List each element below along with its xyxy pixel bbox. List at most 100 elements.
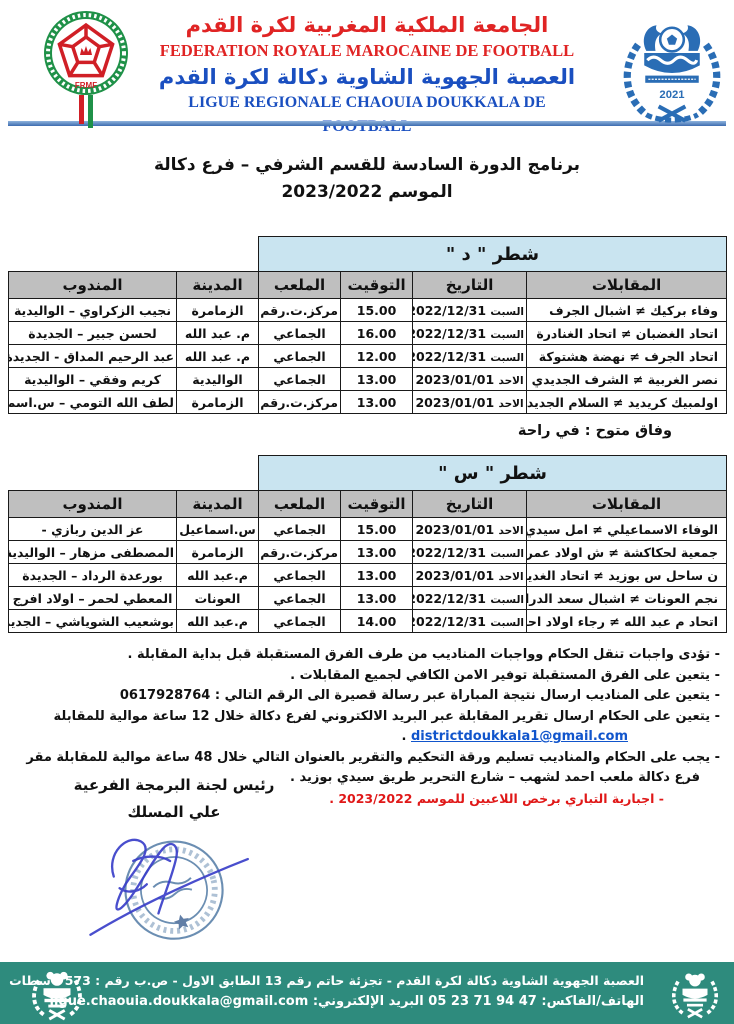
date-value: 2023/01/01 <box>415 394 495 410</box>
stadium-cell: الجماعي <box>257 367 342 391</box>
page-title-line2: الموسم 2023/2022 <box>281 182 453 202</box>
city-cell: م. عبد الله <box>176 321 259 345</box>
city-cell: م.عبد الله <box>176 563 259 587</box>
note-line: يتعين على المناديب ارسال نتيجة المباراة … <box>14 686 720 706</box>
match-cell: وفاء بركيك ≠ اشبال الجرف <box>526 298 728 322</box>
city-cell: م.عبد الله <box>176 609 259 633</box>
time-cell: 15.00 <box>340 298 414 322</box>
footer-address: العصبة الجهوية الشاوية دكالة لكرة القدم … <box>9 973 644 988</box>
group-s-band-row: شطر " س " <box>8 455 728 491</box>
day-name: السبت <box>490 351 525 364</box>
day-name: السبت <box>490 593 525 606</box>
stadium-cell: مركز.ت.رقم 4 <box>257 390 342 414</box>
delegate-cell: المصطفى مزهار – الواليدية <box>8 540 177 564</box>
federation-name-fr: FEDERATION ROYALE MAROCAINE DE FOOTBALL <box>159 41 575 60</box>
table-row: اتحاد م عبد الله ≠ رجاء اولاد احسين السب… <box>8 609 728 633</box>
delegate-cell: المعطي لحمر – اولاد افرج <box>8 586 177 610</box>
col-delegate: المندوب <box>8 271 177 299</box>
note-line-continuation: فرع دكالة ملعب احمد لشهب – شارع التحرير … <box>290 770 700 785</box>
footer-emblem-icon <box>32 971 82 1021</box>
table-row: نصر الغربية ≠ الشرف الجديدي الاحد 2023/0… <box>8 367 728 391</box>
match-cell: اولمبيك كريديد ≠ السلام الجديدي <box>526 390 728 414</box>
ligue-emblem-icon: 2021 <box>623 25 721 123</box>
col-stadium: الملعب <box>257 490 342 518</box>
date-cell: الاحد 2023/01/01 <box>412 517 528 541</box>
footer-email: ligue.chaouia.doukkala@gmail.com <box>49 994 309 1009</box>
group-s-table: شطر " س " المقابلات التاريخ التوقيت المل… <box>8 455 728 633</box>
page-footer: العصبة الجهوية الشاوية دكالة لكرة القدم … <box>0 962 734 1024</box>
table-row: نجم العونات ≠ اشبال سعد الدراع السبت 202… <box>8 586 728 610</box>
city-cell: العونات <box>176 586 259 610</box>
time-cell: 13.00 <box>340 540 414 564</box>
col-time: التوقيت <box>340 490 414 518</box>
crown-icon <box>80 46 92 55</box>
time-cell: 14.00 <box>340 609 414 633</box>
signature-block: رئيس لجنة البرمجة الفرعية علي المسلك <box>52 772 296 826</box>
table-row: اولمبيك كريديد ≠ السلام الجديدي الاحد 20… <box>8 390 728 414</box>
date-cell: الاحد 2023/01/01 <box>412 563 528 587</box>
delegate-cell: عز الدين ربازي - <box>8 517 177 541</box>
col-city: المدينة <box>176 271 259 299</box>
date-value: 2022/12/31 <box>412 590 487 606</box>
date-value: 2023/01/01 <box>415 521 495 537</box>
note-email-line: districtdoukkala1@gmail.com . <box>14 727 720 747</box>
table-row: جمعية لحكاكشة ≠ ش اولاد عمران السبت 2022… <box>8 540 728 564</box>
date-cell: السبت 2022/12/31 <box>412 344 528 368</box>
group-d-table: شطر " د " المقابلات التاريخ التوقيت المل… <box>8 236 728 414</box>
date-value: 2022/12/31 <box>412 302 487 318</box>
date-cell: السبت 2022/12/31 <box>412 298 528 322</box>
table-row: اتحاد الغضبان ≠ اتحاد الغنادرة السبت 202… <box>8 321 728 345</box>
match-cell: اتحاد الغضبان ≠ اتحاد الغنادرة <box>526 321 728 345</box>
delegate-cell: لحسن جبير – الجديدة <box>8 321 177 345</box>
delegate-cell: بورعدة الرداد – الجديدة <box>8 563 177 587</box>
day-name: الاحد <box>498 397 524 410</box>
stadium-cell: مركز.ت.رقم 4 <box>257 298 342 322</box>
section-header-group-s: شطر " س " <box>257 455 728 491</box>
band-gap <box>8 455 259 491</box>
date-cell: السبت 2022/12/31 <box>412 586 528 610</box>
date-cell: السبت 2022/12/31 <box>412 540 528 564</box>
note-line: تؤدى واجبات تنقل الحكام وواجبات المناديب… <box>14 645 720 665</box>
match-cell: اتحاد م عبد الله ≠ رجاء اولاد احسين <box>526 609 728 633</box>
footer-emblem-icon <box>671 973 719 1019</box>
date-value: 2022/12/31 <box>412 544 487 560</box>
group-d-band-row: شطر " د " <box>8 236 728 272</box>
footer-phone: 05 23 71 94 47 <box>428 994 537 1009</box>
day-name: السبت <box>490 305 525 318</box>
table-row: وفاء بركيك ≠ اشبال الجرف السبت 2022/12/3… <box>8 298 728 322</box>
bye-note: وفاق متوح : في راحة <box>517 423 672 439</box>
section-header-group-d: شطر " د " <box>257 236 728 272</box>
day-name: الاحد <box>498 374 524 387</box>
col-delegate: المندوب <box>8 490 177 518</box>
time-cell: 16.00 <box>340 321 414 345</box>
delegate-cell: لطف الله التومي – س.اسماعيل <box>8 390 177 414</box>
page-title: برنامج الدورة السادسة للقسم الشرفي – فرع… <box>0 152 734 206</box>
band-gap <box>8 236 259 272</box>
note-line: يتعين على الفرق المستقبلة توفير الامن ال… <box>14 666 720 686</box>
district-email-link[interactable]: districtdoukkala1@gmail.com <box>411 729 628 744</box>
col-matches: المقابلات <box>526 271 728 299</box>
page-title-line1: برنامج الدورة السادسة للقسم الشرفي – فرع… <box>153 155 581 175</box>
day-name: السبت <box>490 547 525 560</box>
city-cell: الزمامرة <box>176 390 259 414</box>
table-row: الوفاء الاسماعيلي ≠ امل سيدي بنور الاحد … <box>8 517 728 541</box>
footer-email-label: البريد الإلكتروني: <box>312 994 424 1009</box>
match-cell: ن ساحل س بوزيد ≠ اتحاد الغديرة <box>526 563 728 587</box>
header-divider <box>8 121 726 126</box>
stadium-cell: الجماعي <box>257 563 342 587</box>
note-line: يجب على الحكام والمناديب تسليم ورقة التح… <box>14 748 720 768</box>
match-cell: جمعية لحكاكشة ≠ ش اولاد عمران <box>526 540 728 564</box>
stadium-cell: الجماعي <box>257 609 342 633</box>
stadium-cell: الجماعي <box>257 517 342 541</box>
stadium-cell: الجماعي <box>257 586 342 610</box>
match-cell: الوفاء الاسماعيلي ≠ امل سيدي بنور <box>526 517 728 541</box>
note-line: يتعين على الحكام ارسال تقرير المقابلة عب… <box>14 707 720 727</box>
time-cell: 15.00 <box>340 517 414 541</box>
date-cell: الاحد 2023/01/01 <box>412 367 528 391</box>
stadium-cell: الجماعي <box>257 321 342 345</box>
group-d-header-row: المقابلات التاريخ التوقيت الملعب المدينة… <box>8 271 728 299</box>
notes-list: تؤدى واجبات تنقل الحكام وواجبات المناديب… <box>14 645 720 808</box>
frmf-crest-icon: FRMF <box>44 11 128 128</box>
time-cell: 13.00 <box>340 390 414 414</box>
